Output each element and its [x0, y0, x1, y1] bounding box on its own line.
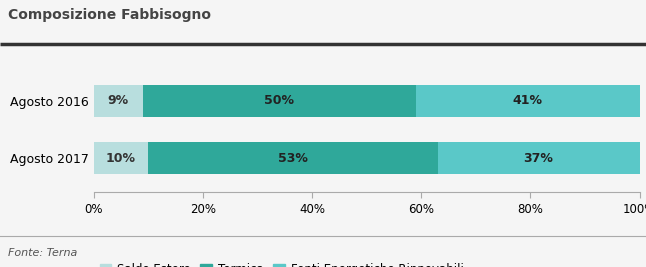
Text: 37%: 37%	[524, 151, 554, 164]
Text: 53%: 53%	[278, 151, 308, 164]
Bar	[94, 142, 149, 174]
Bar	[143, 85, 416, 117]
Bar	[437, 142, 640, 174]
Text: 41%: 41%	[513, 95, 543, 108]
Text: 10%: 10%	[106, 151, 136, 164]
Text: Fonte: Terna: Fonte: Terna	[8, 248, 77, 258]
Bar	[94, 85, 143, 117]
Text: 9%: 9%	[108, 95, 129, 108]
Text: Composizione Fabbisogno: Composizione Fabbisogno	[8, 8, 211, 22]
Text: 50%: 50%	[264, 95, 295, 108]
Bar	[416, 85, 640, 117]
Legend: Saldo Estero, Termica, Fonti Energetiche Rinnovabili: Saldo Estero, Termica, Fonti Energetiche…	[99, 264, 464, 267]
Bar	[149, 142, 437, 174]
